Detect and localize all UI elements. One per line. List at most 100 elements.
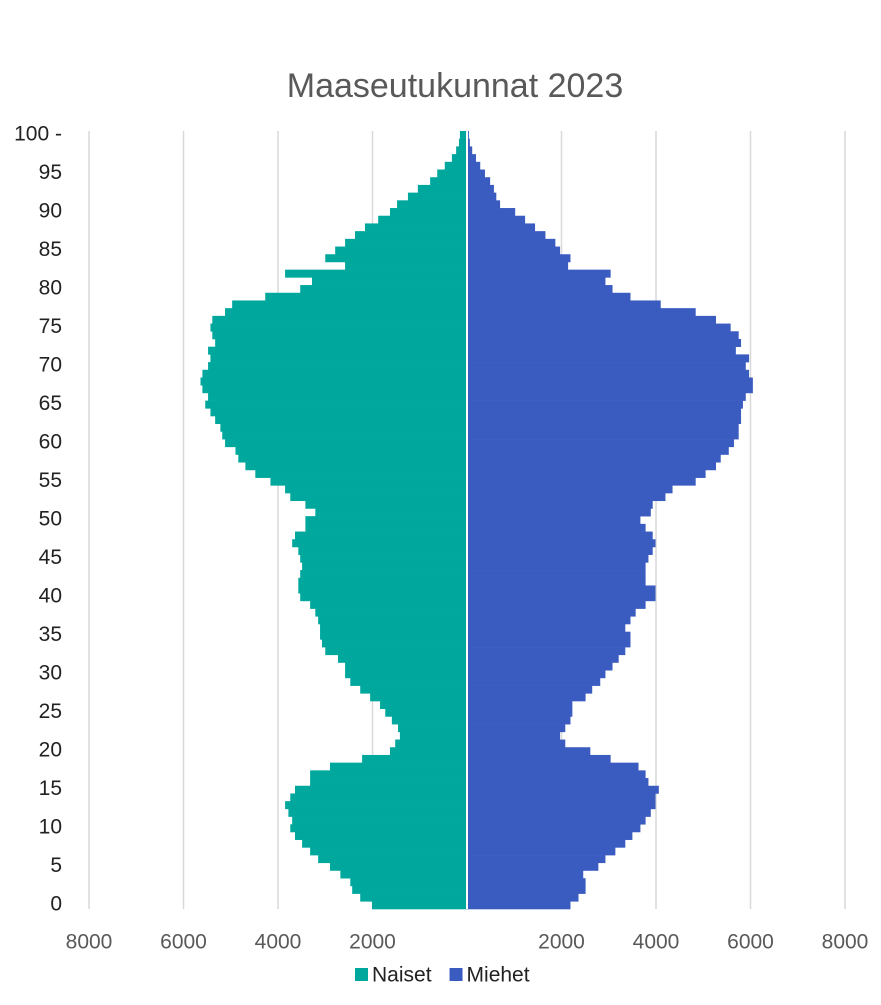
bar: [245, 462, 467, 471]
bar: [210, 323, 467, 332]
y-tick-label: 85: [39, 238, 62, 261]
bar: [290, 824, 467, 833]
bar: [389, 747, 467, 756]
bar: [467, 562, 646, 571]
bar: [467, 531, 653, 540]
y-tick-label: 90: [39, 199, 62, 222]
bar: [467, 308, 696, 317]
bar: [417, 184, 467, 193]
bar: [459, 131, 467, 140]
bar: [467, 385, 753, 394]
bar: [208, 362, 467, 371]
bar: [467, 785, 659, 794]
y-tick-label: 95: [39, 161, 62, 184]
bar: [467, 408, 742, 417]
bar: [467, 608, 636, 617]
bar: [467, 485, 673, 494]
bar: [467, 523, 646, 532]
legend-label: Naiset: [372, 964, 432, 987]
bar: [298, 577, 467, 586]
bar: [318, 855, 467, 864]
y-tick-label: 100 -: [14, 122, 62, 145]
bar: [467, 739, 566, 748]
bar: [467, 169, 485, 178]
bar: [467, 724, 566, 733]
bar: [292, 539, 467, 548]
bar: [298, 546, 467, 555]
bar: [467, 546, 653, 555]
bar: [467, 354, 750, 363]
bar: [467, 778, 649, 787]
bar: [235, 446, 467, 455]
bar: [208, 392, 467, 401]
bar: [220, 423, 467, 432]
bar: [467, 677, 601, 686]
bar: [345, 261, 467, 270]
bar: [467, 362, 746, 371]
bar: [467, 831, 633, 840]
bar: [290, 493, 467, 502]
bar: [467, 885, 586, 894]
bar: [340, 870, 467, 879]
bar: [355, 231, 467, 240]
bar: [467, 146, 473, 155]
bar: [305, 516, 467, 525]
bar: [380, 701, 467, 710]
x-tick-label: 6000: [160, 931, 207, 954]
bar: [345, 670, 467, 679]
bar: [467, 323, 731, 332]
legend-swatch: [355, 968, 368, 981]
bar: [467, 824, 641, 833]
bar: [430, 177, 467, 186]
bar: [467, 208, 516, 217]
bar: [467, 200, 501, 209]
bar: [302, 839, 467, 848]
x-tick-label: 8000: [822, 931, 869, 954]
bar: [467, 754, 611, 763]
bar: [320, 631, 467, 640]
bar: [215, 416, 467, 425]
y-tick-label: 65: [39, 392, 62, 415]
bar: [315, 608, 467, 617]
bar: [212, 331, 467, 340]
bar: [399, 731, 467, 740]
bar: [467, 331, 739, 340]
bar: [467, 300, 661, 309]
legend-swatch: [449, 968, 463, 981]
bar: [378, 215, 467, 224]
bar: [467, 400, 743, 409]
bar: [318, 616, 467, 625]
bar: [467, 762, 639, 771]
bar: [295, 831, 467, 840]
bar: [456, 146, 467, 155]
bar: [372, 901, 467, 910]
bar: [467, 693, 586, 702]
bar: [292, 816, 467, 825]
bar: [467, 416, 742, 425]
bar: [467, 878, 586, 887]
bar: [210, 408, 467, 417]
bar: [467, 816, 646, 825]
bar: [467, 508, 651, 517]
bar: [458, 138, 467, 147]
bar: [325, 647, 467, 656]
bar: [467, 793, 656, 802]
bar: [467, 431, 739, 440]
bar: [467, 901, 571, 910]
y-tick-label: 20: [39, 739, 62, 762]
bar: [444, 161, 467, 170]
bar: [467, 315, 717, 324]
bar: [370, 693, 467, 702]
bar: [467, 462, 717, 471]
bar: [467, 716, 571, 725]
x-tick-label: 4000: [633, 931, 680, 954]
bar: [255, 469, 467, 478]
bar: [437, 169, 467, 178]
x-tick-label: 6000: [727, 931, 774, 954]
bar: [215, 338, 467, 347]
y-tick-label: 0: [50, 893, 62, 916]
bar: [467, 647, 626, 656]
bar: [467, 154, 476, 163]
